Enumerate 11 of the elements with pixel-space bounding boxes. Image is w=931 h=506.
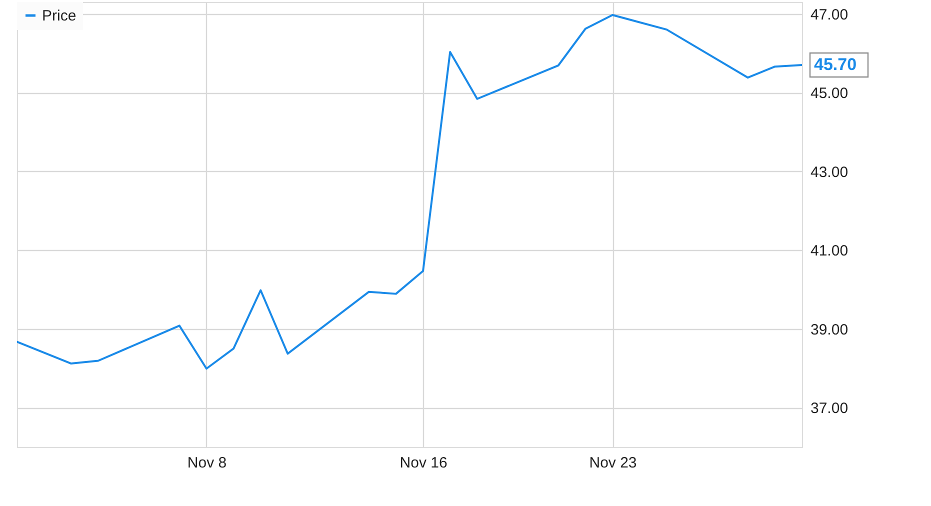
x-tick-label: Nov 8 [187, 454, 227, 472]
data-label: 45.70 [814, 55, 857, 74]
y-tick-label: 41.00 [810, 242, 848, 260]
y-tick-label: 39.00 [810, 321, 848, 338]
y-tick-label: 45.00 [810, 85, 848, 102]
legend-label: Price [42, 8, 76, 24]
y-tick-label: 37.00 [810, 400, 848, 418]
x-tick-label: Nov 16 [400, 454, 448, 472]
y-tick-label: 47.00 [810, 6, 848, 24]
y-tick-label: 43.00 [810, 164, 848, 181]
x-tick-label: Nov 23 [589, 454, 637, 472]
